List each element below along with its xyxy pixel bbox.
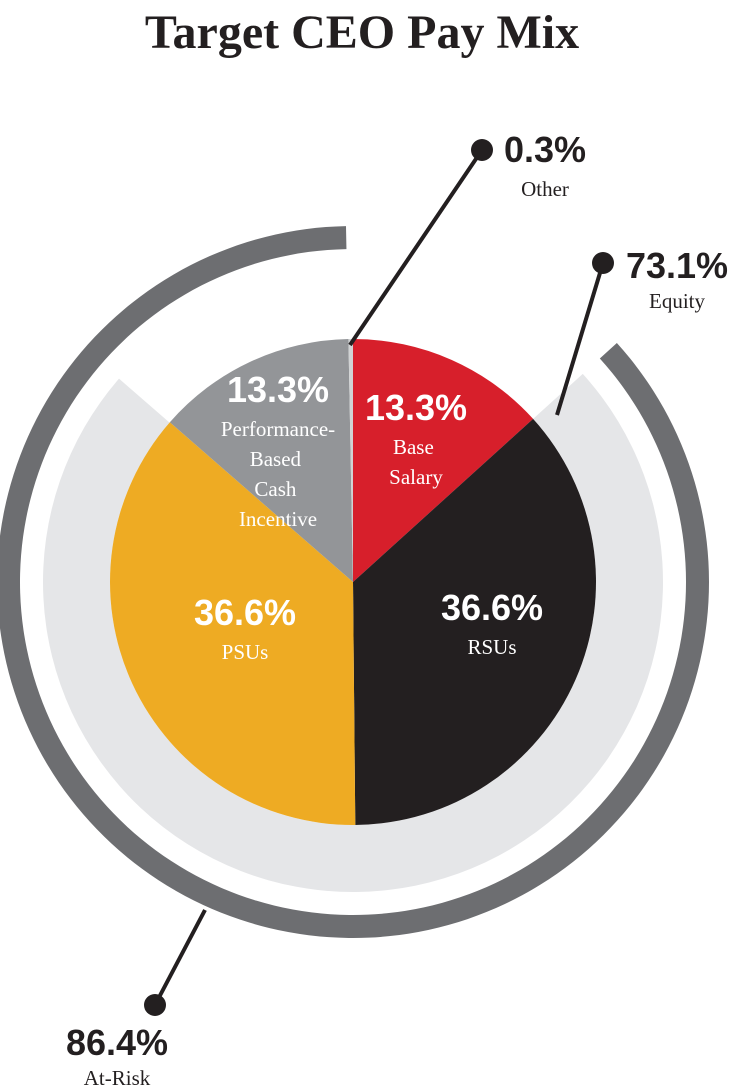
chart-title: Target CEO Pay Mix [145,6,579,59]
slice-name-label: Other [521,177,569,201]
ring-arc [42,373,663,892]
leader-line [153,909,207,1006]
slice-name-label: PSUs [222,640,269,664]
slice-value-label: 0.3% [504,129,586,170]
leader-line [555,262,605,416]
ring-value-label: 73.1% [626,245,728,286]
leader-line [348,148,484,347]
slice-name-label: RSUs [467,635,516,659]
pie-slice [353,418,596,825]
slice-value-label: 13.3% [365,387,467,428]
pie-slice [109,422,356,826]
leader-dot [471,139,493,161]
slice-name-label: Base Salary [389,435,443,489]
leader-dot [592,252,614,274]
ring-name-label: Equity [649,289,705,313]
slice-value-label: 36.6% [194,592,296,633]
ring-name-label: At-Risk [84,1066,151,1090]
plot [0,226,709,938]
leader-dot [144,994,166,1016]
pie-slice [348,339,353,582]
pie-slice [353,339,534,582]
ring-value-label: 86.4% [66,1022,168,1063]
pie-slice [169,339,353,582]
slice-value-label: 36.6% [441,587,543,628]
slice-value-label: 13.3% [227,369,329,410]
slice-name-label: Performance-Based Cash Incentive [221,417,335,531]
